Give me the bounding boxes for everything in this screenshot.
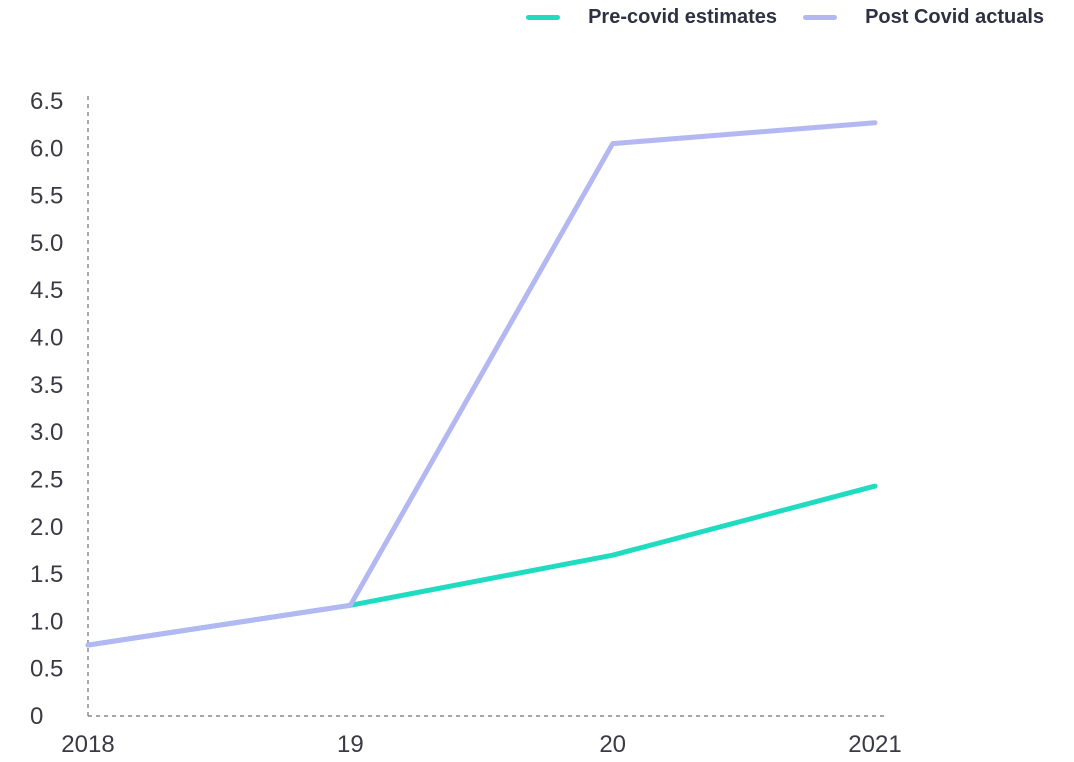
legend: Pre-covid estimates Post Covid actuals <box>526 6 1044 29</box>
y-tick-label: 3.0 <box>30 419 63 446</box>
legend-label-post-covid: Post Covid actuals <box>865 6 1044 28</box>
y-tick-label: 6.0 <box>30 135 63 162</box>
x-tick-label: 2021 <box>848 731 901 758</box>
y-tick-label: 0.5 <box>30 656 63 683</box>
y-tick-label: 5.5 <box>30 183 63 210</box>
y-tick-label: 5.0 <box>30 230 63 257</box>
y-tick-label: 1.5 <box>30 561 63 588</box>
y-tick-label: 4.5 <box>30 277 63 304</box>
legend-item-post-covid: Post Covid actuals <box>803 6 1044 29</box>
series-line-post-covid <box>85 120 878 648</box>
x-tick-label: 20 <box>599 731 626 758</box>
legend-swatch-post-covid <box>803 15 838 20</box>
y-tick-label: 4.0 <box>30 325 63 352</box>
x-tick-label: 19 <box>337 731 364 758</box>
legend-item-pre-covid: Pre-covid estimates <box>526 6 777 29</box>
legend-swatch-pre-covid <box>526 15 561 20</box>
y-tick-label: 0 <box>30 703 43 730</box>
y-tick-label: 2.0 <box>30 514 63 541</box>
series-line-pre-covid <box>85 483 878 648</box>
legend-label-pre-covid: Pre-covid estimates <box>588 6 778 28</box>
x-tick-label: 2018 <box>61 731 114 758</box>
y-tick-label: 6.5 <box>30 88 63 115</box>
y-tick-label: 2.5 <box>30 466 63 493</box>
y-tick-label: 1.0 <box>30 608 63 635</box>
y-tick-label: 3.5 <box>30 372 63 399</box>
